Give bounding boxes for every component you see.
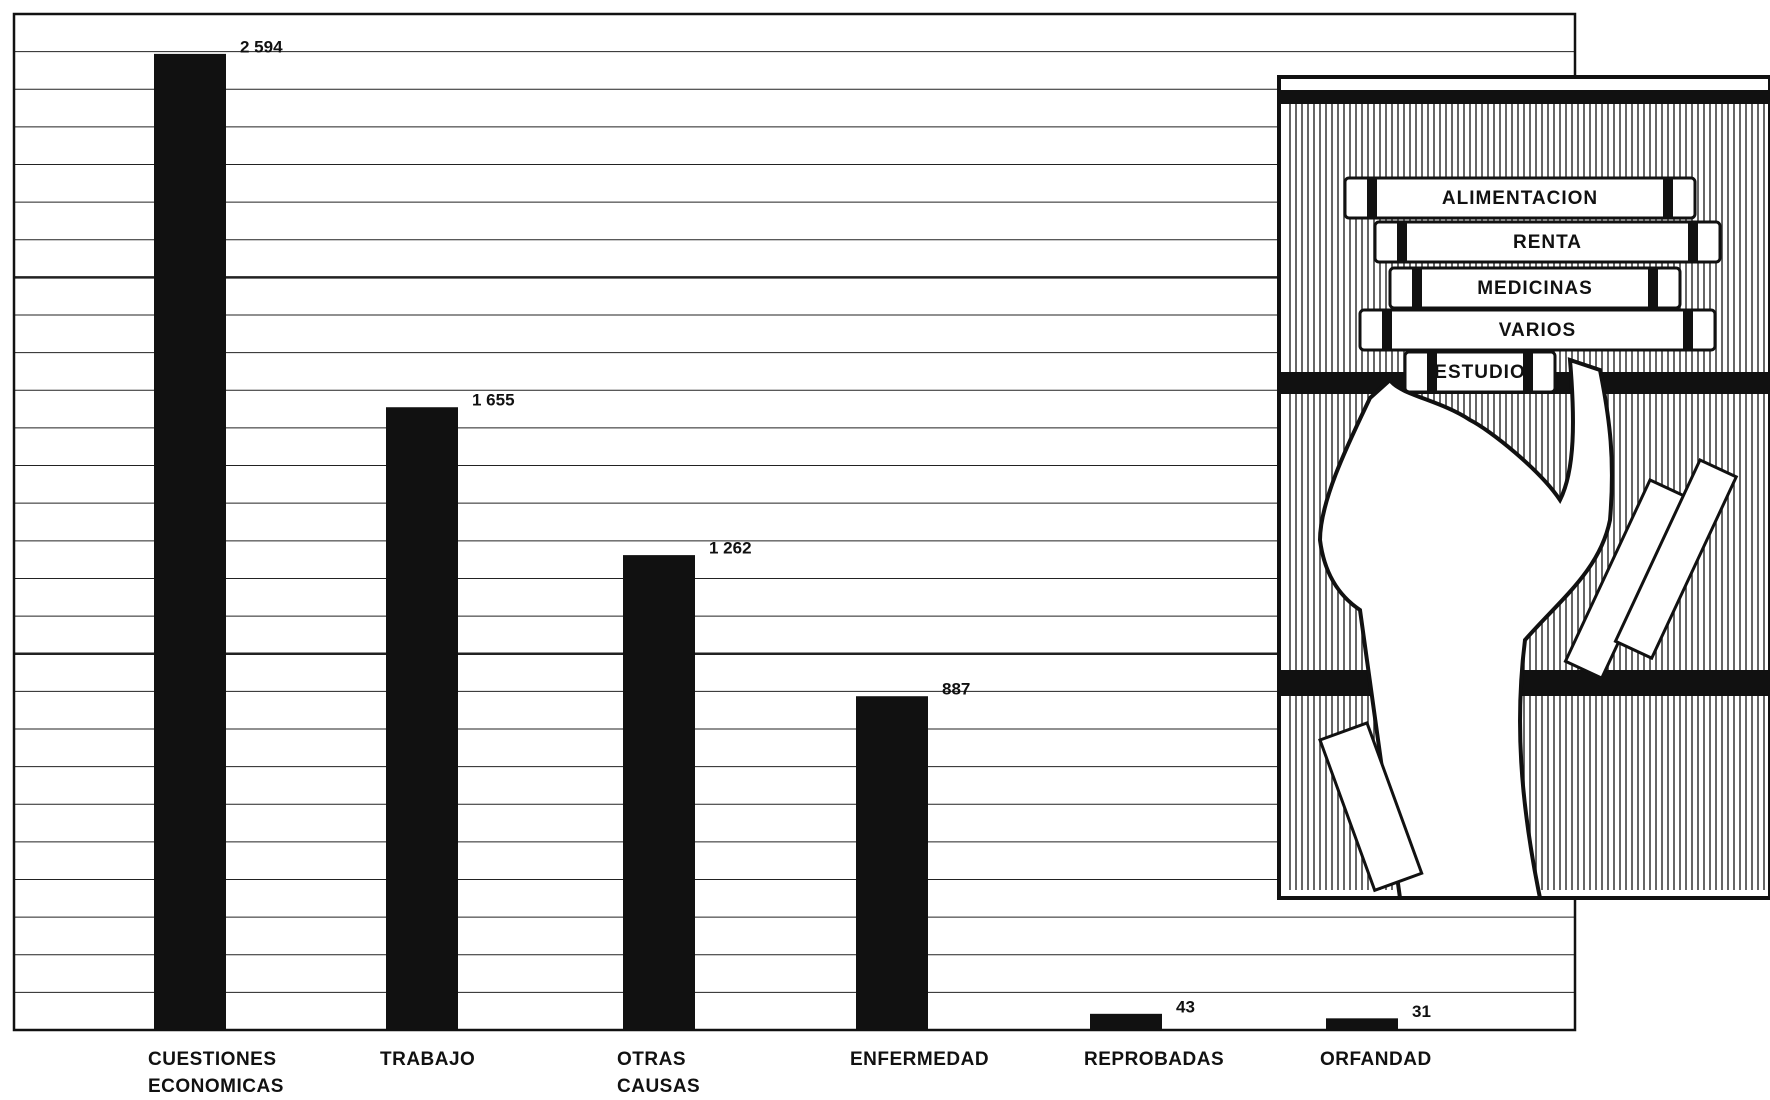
book-label: MEDICINAS (1477, 278, 1593, 299)
book (1388, 266, 1682, 310)
category-label: ENFERMEDAD (850, 1049, 990, 1070)
book (1373, 220, 1722, 264)
book-band (1683, 310, 1693, 350)
category-label: CUESTIONES ECONOMICAS (148, 1049, 284, 1097)
bar (1326, 1018, 1398, 1030)
book-band (1648, 268, 1658, 308)
bar (856, 696, 928, 1030)
book (1343, 176, 1697, 220)
book-band (1382, 310, 1392, 350)
book (1358, 308, 1717, 352)
bar (623, 555, 695, 1030)
book-band (1523, 352, 1533, 392)
value-label: 2 594 (240, 37, 283, 56)
book-band (1427, 352, 1437, 392)
book-band (1367, 178, 1377, 218)
book-band (1412, 268, 1422, 308)
leaning-book (1318, 720, 1424, 893)
book-label: ESTUDIO (1434, 362, 1525, 383)
illustration: ALIMENTACION RENTA MEDICINAS VARIOS ESTUDIO (1277, 75, 1770, 900)
shelf-board (1279, 670, 1770, 696)
book-band (1397, 222, 1407, 262)
category-label: TRABAJO (380, 1049, 476, 1070)
book (1403, 350, 1557, 394)
value-label: 31 (1412, 1002, 1431, 1021)
category-label: REPROBADAS (1084, 1049, 1225, 1070)
value-label: 887 (942, 680, 970, 699)
bar (154, 53, 226, 1031)
category-label: ORFANDAD (1320, 1049, 1432, 1070)
book-label: VARIOS (1499, 320, 1576, 341)
shelf-board (1279, 90, 1770, 104)
value-label: 43 (1176, 997, 1195, 1016)
figure (1317, 357, 1614, 900)
leaning-book (1613, 458, 1739, 661)
value-label: 1 262 (709, 539, 752, 558)
bar (1090, 1013, 1162, 1030)
book-band (1688, 222, 1698, 262)
category-label: OTRAS CAUSAS (617, 1049, 701, 1097)
bar (386, 407, 458, 1031)
book-label: RENTA (1513, 232, 1582, 253)
book-label: ALIMENTACION (1442, 188, 1598, 209)
value-label: 1 655 (472, 391, 515, 410)
book-band (1663, 178, 1673, 218)
